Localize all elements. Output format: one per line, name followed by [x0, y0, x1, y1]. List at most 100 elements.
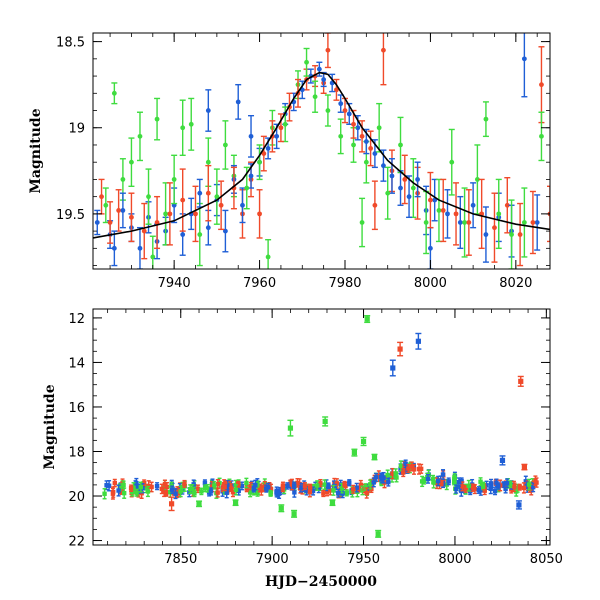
- data-point: [344, 490, 349, 496]
- red-point: [367, 130, 374, 167]
- data-point: [116, 208, 122, 213]
- data-point: [360, 438, 367, 445]
- green-outlier-point: [287, 419, 294, 437]
- data-point: [196, 501, 202, 507]
- data-point: [371, 454, 378, 460]
- red-point: [440, 178, 447, 243]
- data-point: [359, 133, 365, 139]
- red-point: [380, 33, 387, 86]
- red-point: [215, 487, 220, 498]
- green-point: [188, 97, 195, 151]
- green-outlier-point: [232, 499, 239, 507]
- green-point: [324, 94, 331, 127]
- data-point: [381, 163, 386, 169]
- blue-point: [264, 484, 269, 493]
- red-point: [128, 192, 135, 243]
- data-point: [197, 190, 203, 196]
- blue-point: [239, 187, 246, 224]
- green-point: [154, 97, 161, 141]
- blue-point: [453, 484, 459, 494]
- data-point: [274, 489, 279, 495]
- data-point: [431, 480, 436, 485]
- data-point: [208, 489, 214, 494]
- red-point: [350, 109, 357, 139]
- data-point: [539, 82, 544, 88]
- red-point: [222, 482, 227, 492]
- data-point: [232, 500, 239, 506]
- blue-point: [373, 472, 379, 482]
- data-point: [499, 457, 506, 463]
- data-point: [509, 232, 514, 237]
- data-point: [492, 488, 498, 494]
- data-point: [334, 87, 339, 93]
- data-point: [521, 464, 528, 470]
- green-point: [303, 47, 310, 77]
- blue-point: [435, 475, 441, 487]
- red-point: [418, 463, 424, 474]
- data-point: [214, 194, 220, 200]
- data-point: [209, 484, 215, 489]
- data-point: [205, 108, 211, 113]
- data-point: [378, 474, 384, 480]
- data-point: [102, 491, 107, 496]
- red-point: [256, 189, 263, 239]
- green-point: [384, 166, 391, 220]
- red-point: [230, 166, 237, 210]
- data-point: [419, 479, 425, 484]
- data-point: [233, 487, 239, 492]
- data-point: [298, 485, 304, 490]
- red-point: [141, 202, 148, 260]
- data-point: [338, 101, 344, 107]
- green-point: [314, 480, 320, 491]
- data-point: [350, 489, 355, 495]
- blue-point: [337, 94, 344, 113]
- red-point: [324, 33, 331, 69]
- blue-point: [173, 488, 178, 500]
- data-point: [292, 490, 297, 495]
- red-point: [260, 135, 267, 172]
- data-point: [119, 489, 124, 494]
- red-point: [534, 477, 539, 488]
- data-point: [253, 482, 258, 488]
- red-point: [342, 480, 347, 488]
- green-outlier-point: [371, 453, 378, 461]
- data-point: [357, 486, 362, 492]
- blue-point: [457, 195, 464, 250]
- blue-point: [119, 192, 126, 229]
- green-point: [179, 99, 186, 157]
- data-point: [144, 486, 149, 491]
- data-point: [470, 485, 475, 490]
- green-point: [265, 239, 272, 269]
- data-point: [154, 220, 160, 225]
- data-point: [111, 245, 117, 251]
- data-point: [291, 483, 297, 488]
- data-point: [255, 490, 260, 496]
- data-point: [504, 202, 510, 208]
- data-point: [476, 487, 481, 493]
- green-point: [192, 489, 197, 498]
- data-point: [364, 490, 369, 496]
- bottom-x-tick-label: 8050: [530, 552, 563, 567]
- blue-point: [169, 485, 175, 494]
- data-point: [182, 481, 187, 487]
- data-point: [247, 490, 253, 495]
- data-point: [363, 484, 368, 490]
- data-point: [138, 484, 144, 490]
- data-point: [116, 488, 121, 493]
- bottom-y-axis-title: Magnitude: [42, 384, 58, 469]
- green-point: [393, 468, 398, 479]
- data-point: [117, 485, 123, 490]
- data-point: [373, 475, 379, 480]
- bottom-panel: 7850 7900 7950 8000 8050 12 14 16 18 20 22 Magnitu…: [42, 308, 563, 590]
- data-point: [534, 220, 540, 225]
- data-point: [112, 480, 118, 486]
- green-outlier-point: [329, 499, 336, 507]
- data-point: [415, 177, 420, 182]
- blue-point: [94, 209, 101, 236]
- green-point: [480, 481, 486, 490]
- data-point: [492, 225, 497, 231]
- data-point: [154, 116, 160, 122]
- green-outlier-point: [322, 416, 329, 427]
- data-point: [403, 461, 408, 467]
